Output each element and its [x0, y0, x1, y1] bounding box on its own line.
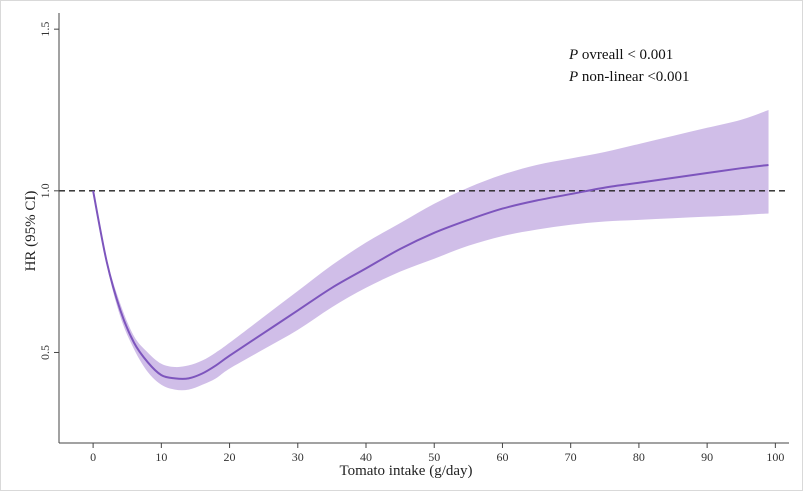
ci-band-layer — [93, 109, 769, 391]
x-axis-title: Tomato intake (g/day) — [339, 463, 472, 479]
x-tick-label: 100 — [766, 450, 784, 464]
x-tick-label: 40 — [360, 450, 372, 464]
y-tick-label: 0.5 — [38, 345, 52, 360]
x-tick-label: 70 — [565, 450, 577, 464]
x-tick-label: 20 — [224, 450, 236, 464]
p-overall-text: ovreall < 0.001 — [578, 47, 673, 63]
x-tick-label: 50 — [428, 450, 440, 464]
x-tick-label: 60 — [496, 450, 508, 464]
y-axis-title: HR (95% CI) — [23, 191, 39, 272]
series-line-layer — [92, 163, 769, 380]
y-tick-label: 1.5 — [38, 22, 52, 37]
y-ticks: 0.5 1.0 1.5 — [38, 22, 59, 360]
x-tick-label: 90 — [701, 450, 713, 464]
x-ticks: 0 10 20 30 40 50 60 70 80 90 100 — [90, 443, 784, 464]
hr-curve — [92, 163, 769, 380]
x-tick-label: 80 — [633, 450, 645, 464]
p-overall-annotation: P ovreall < 0.001 — [568, 47, 673, 63]
x-tick-label: 10 — [155, 450, 167, 464]
p-nonlinear-text: non-linear <0.001 — [578, 69, 689, 85]
x-tick-label: 30 — [292, 450, 304, 464]
p-overall-italic: P — [568, 47, 578, 63]
y-tick-label: 1.0 — [38, 183, 52, 198]
p-nonlinear-italic: P — [568, 69, 578, 85]
axes: 0 10 20 30 40 50 60 70 80 90 100 0.5 1.0 1.5 — [38, 13, 789, 464]
p-nonlinear-annotation: P non-linear <0.001 — [568, 69, 690, 85]
x-tick-label: 0 — [90, 450, 96, 464]
ci-band — [93, 109, 769, 391]
